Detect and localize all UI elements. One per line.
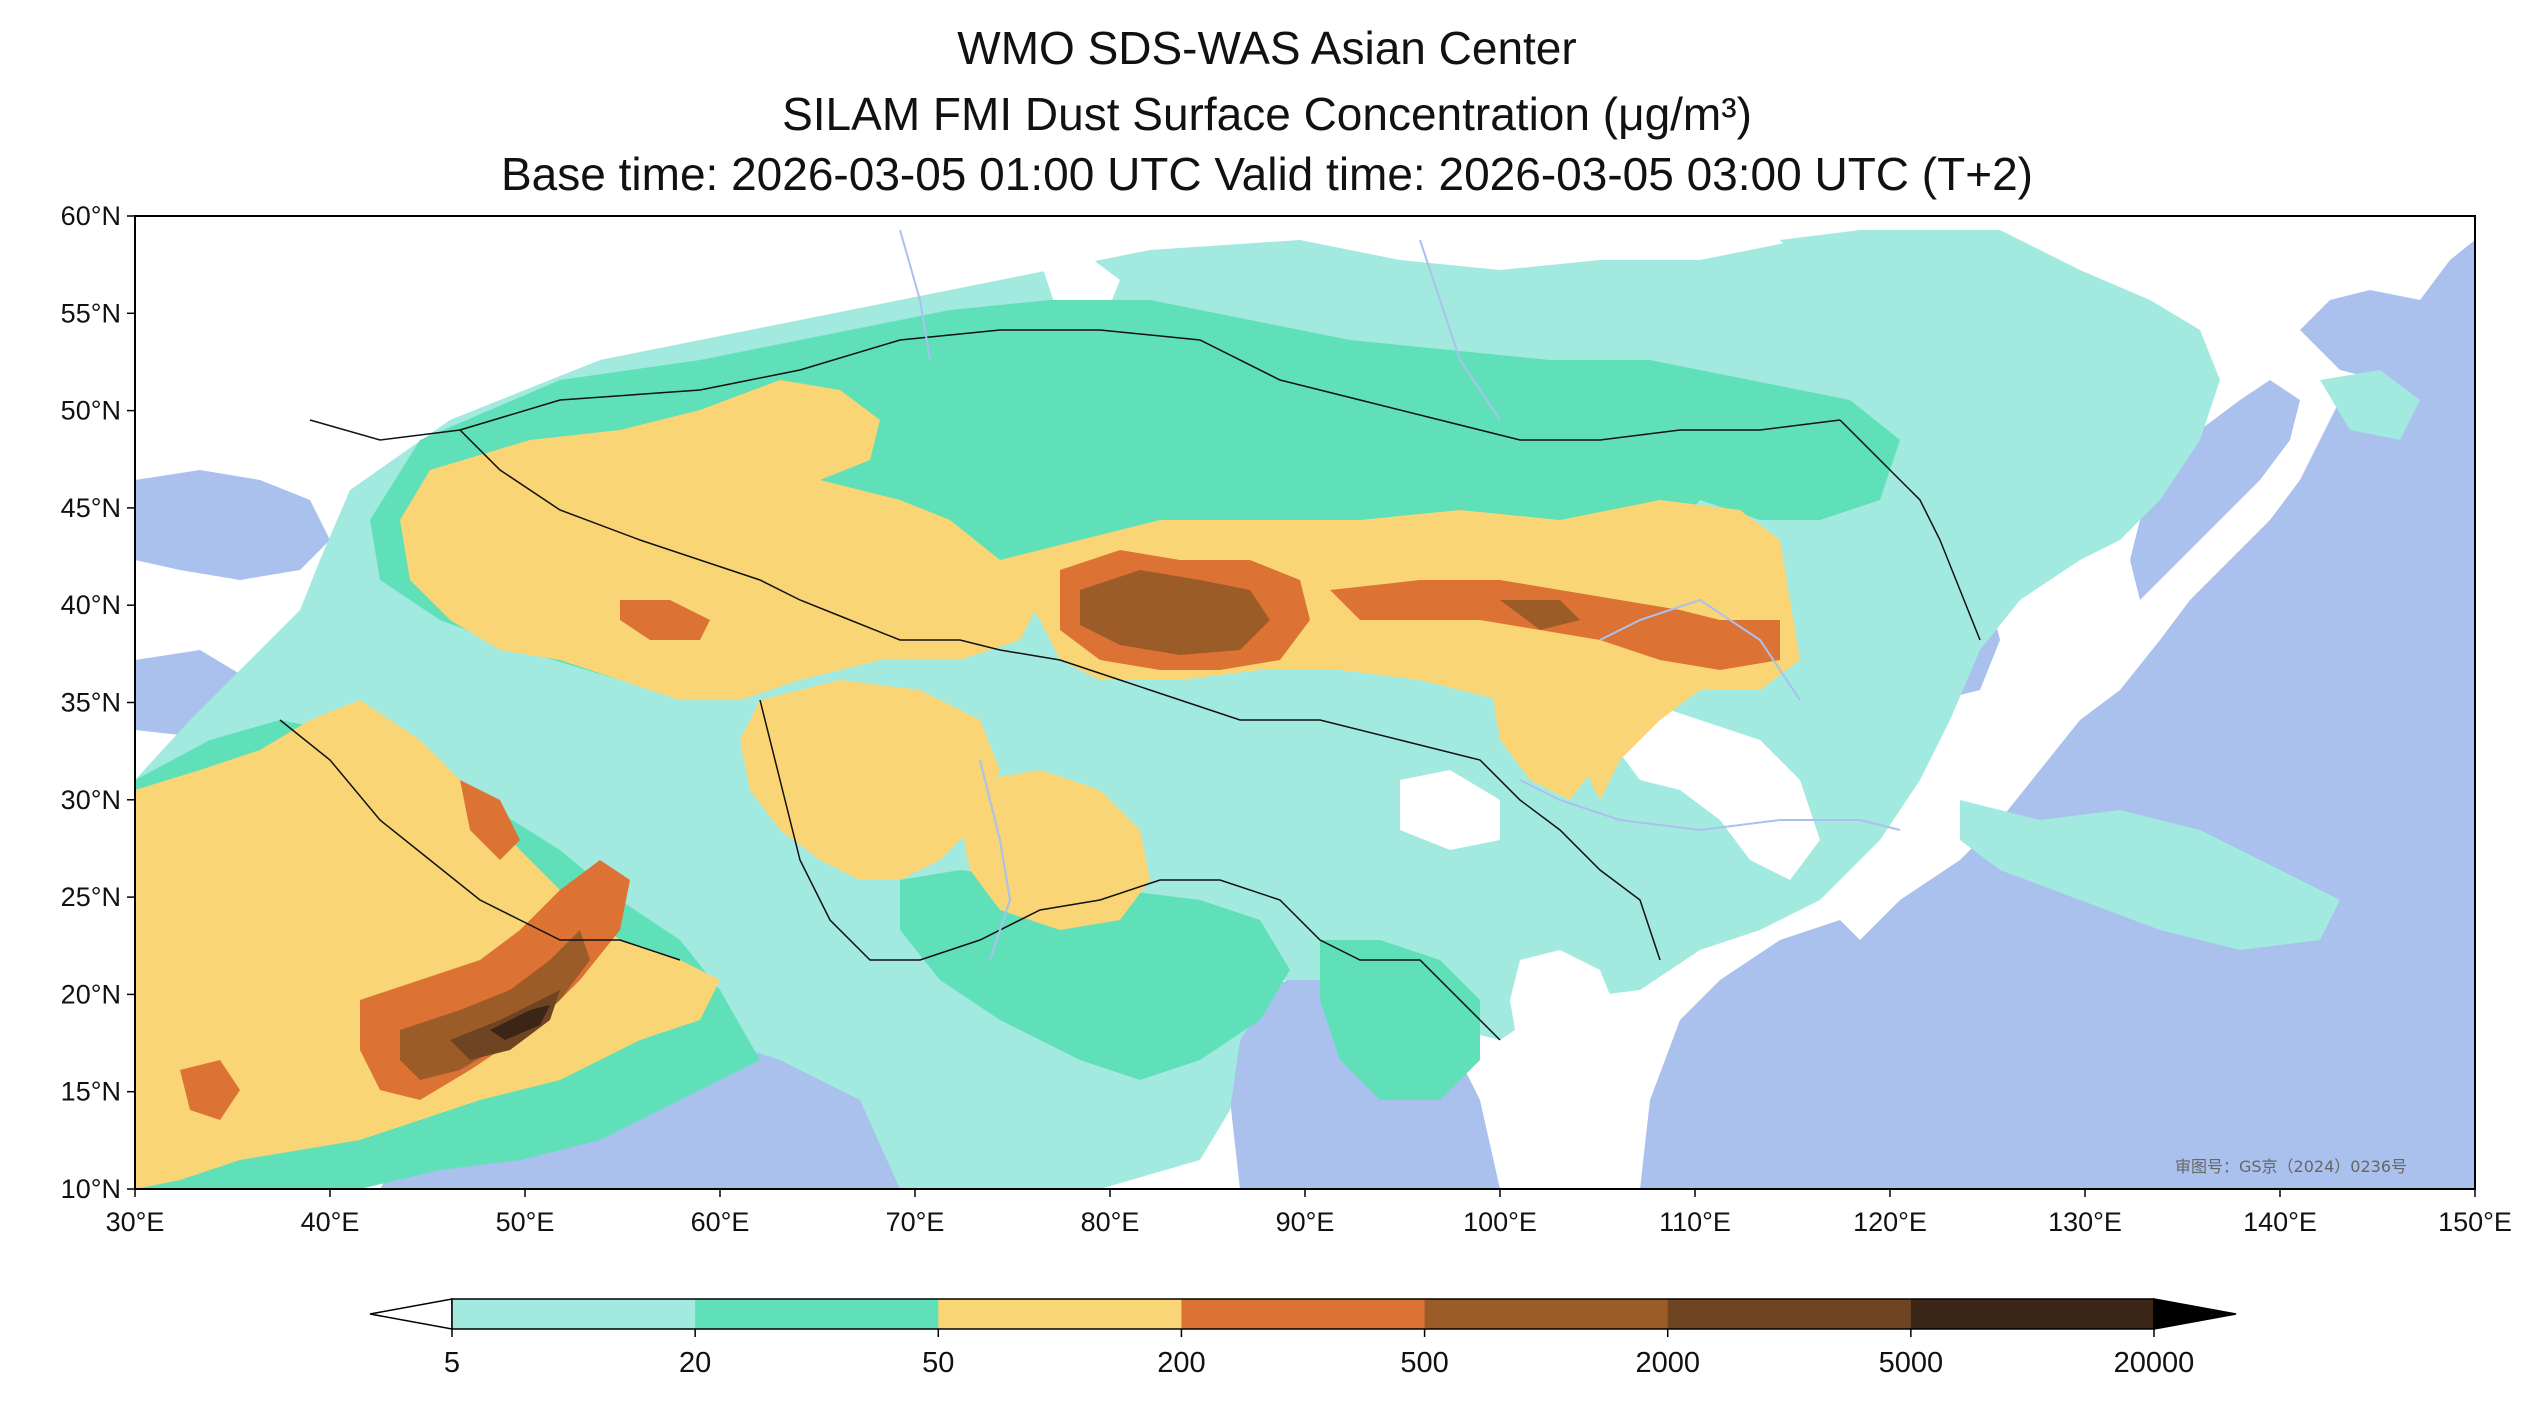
longitude-axis: 30°E 40°E 50°E 60°E 70°E 80°E 90°E 100°E 110°E 12… xyxy=(106,1189,2512,1237)
colorbar-segment xyxy=(1910,1299,2155,1329)
colorbar-tick-label: 200 xyxy=(1157,1347,1205,1379)
colorbar-min-extend xyxy=(369,1298,453,1330)
lon-tick-label: 30°E xyxy=(106,1207,165,1237)
colorbar-frame xyxy=(451,1298,2155,1330)
lat-tick-label: 50°N xyxy=(61,396,121,426)
rivers xyxy=(899,229,1901,961)
colorbar-tick-label: 20 xyxy=(679,1347,711,1379)
lat-tick-label: 15°N xyxy=(61,1077,121,1107)
dust-band-50-200 xyxy=(135,380,1800,1189)
colorbar-tick-label: 5000 xyxy=(1879,1347,1944,1379)
pacific-ocean xyxy=(1700,240,2475,1189)
colorbar-segment xyxy=(1667,1299,1912,1329)
dust-band-500-2000 xyxy=(400,570,1580,1080)
lat-tick-label: 25°N xyxy=(61,882,121,912)
lon-tick-label: 140°E xyxy=(2243,1207,2317,1237)
title-line-2: SILAM FMI Dust Surface Concentration (μg… xyxy=(782,88,1752,140)
colorbar-tick-label: 2000 xyxy=(1635,1347,1700,1379)
map-area xyxy=(135,216,2475,1189)
lat-tick-label: 60°N xyxy=(61,201,121,231)
lon-tick-label: 100°E xyxy=(1463,1207,1537,1237)
lon-tick-label: 90°E xyxy=(1276,1207,1335,1237)
colorbar-segment xyxy=(1181,1299,1426,1329)
south-china-sea xyxy=(1640,920,1880,1189)
colorbar-segment xyxy=(695,1299,939,1329)
title-line-1: WMO SDS-WAS Asian Center xyxy=(957,22,1577,74)
clear-regions xyxy=(1040,250,1820,1100)
lat-tick-label: 20°N xyxy=(61,979,121,1009)
lon-tick-label: 150°E xyxy=(2438,1207,2512,1237)
latitude-axis: 60°N 55°N 50°N 45°N 40°N 35°N 30°N 25°N 20°N 15°N… xyxy=(61,201,135,1204)
lon-tick-label: 130°E xyxy=(2048,1207,2122,1237)
lon-tick-label: 120°E xyxy=(1853,1207,1927,1237)
colorbar-tick-label: 20000 xyxy=(2114,1347,2195,1379)
lat-tick-label: 45°N xyxy=(61,493,121,523)
country-borders xyxy=(279,329,1981,1041)
lat-tick-label: 55°N xyxy=(61,298,121,328)
black-sea xyxy=(135,470,330,580)
lon-tick-label: 40°E xyxy=(301,1207,360,1237)
colorbar-segments xyxy=(452,1299,2155,1329)
lon-tick-label: 50°E xyxy=(496,1207,555,1237)
map-watermark: 审图号：GS京（2024）0236号 xyxy=(2175,1157,2407,1176)
colorbar-tick-label: 500 xyxy=(1400,1347,1448,1379)
lon-tick-label: 110°E xyxy=(1659,1207,1731,1237)
lat-tick-label: 30°N xyxy=(61,785,121,815)
colorbar-segment xyxy=(938,1299,1182,1329)
japan-sea xyxy=(2130,380,2300,600)
lon-tick-label: 60°E xyxy=(691,1207,750,1237)
lat-tick-label: 10°N xyxy=(61,1174,121,1204)
title-line-3: Base time: 2026-03-05 01:00 UTC Valid ti… xyxy=(501,148,2033,200)
colorbar-ticks: 5 20 50 200 500 2000 5000 20000 xyxy=(444,1329,2194,1379)
colorbar-segment xyxy=(1424,1299,1669,1329)
lat-tick-label: 35°N xyxy=(61,688,121,718)
colorbar-max-extend xyxy=(2153,1298,2237,1330)
dust-band-5000-20000 xyxy=(490,1005,550,1040)
lat-tick-label: 40°N xyxy=(61,590,121,620)
lon-tick-label: 70°E xyxy=(886,1207,945,1237)
lon-tick-label: 80°E xyxy=(1081,1207,1140,1237)
colorbar: 5 20 50 200 500 2000 5000 20000 xyxy=(369,1298,2237,1379)
colorbar-tick-label: 5 xyxy=(444,1347,460,1379)
okhotsk-sea xyxy=(2300,290,2440,380)
colorbar-tick-label: 50 xyxy=(922,1347,954,1379)
colorbar-segment xyxy=(452,1299,696,1329)
